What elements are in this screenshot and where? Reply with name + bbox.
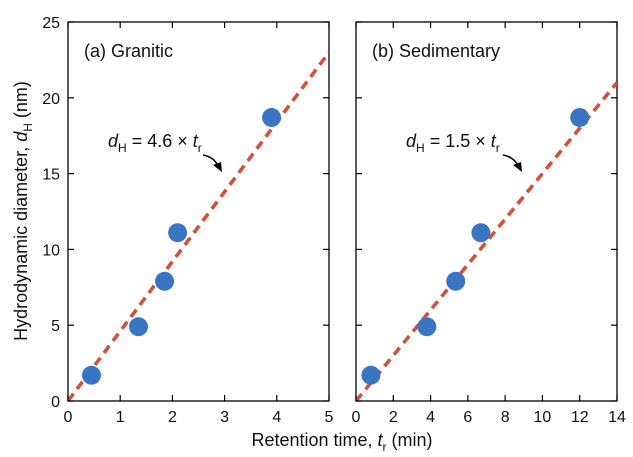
data-point-a-5 xyxy=(262,108,282,128)
eq-a-rhs: = 4.6 × xyxy=(127,131,193,151)
y-tick-label: 10 xyxy=(42,242,60,259)
panel-label-b: (b) Sedimentary xyxy=(372,41,500,61)
plot-area-a: 0 1 2 3 4 5 0 5 10 15 20 25 xyxy=(42,15,333,426)
plot-area-b: 0 2 4 6 8 10 12 14 xyxy=(352,21,626,426)
x-tick-label-b: 10 xyxy=(534,409,552,426)
data-point-a-2 xyxy=(128,317,148,337)
x-tick-label-b: 14 xyxy=(608,409,626,426)
panel-label-a: (a) Granitic xyxy=(84,41,173,61)
data-point-b-5 xyxy=(570,108,590,128)
fit-line-a xyxy=(68,51,329,401)
data-point-a-3 xyxy=(155,271,175,291)
x-tick-label-b: 4 xyxy=(426,409,435,426)
eq-a-lhs-var: d xyxy=(108,131,119,151)
data-point-b-3 xyxy=(446,271,466,291)
data-point-b-1 xyxy=(361,365,381,385)
x-tick-label-b: 6 xyxy=(463,409,472,426)
x-tick-label-b: 2 xyxy=(389,409,398,426)
eq-a-rhs-sub: r xyxy=(198,141,202,155)
x-tick-label-a: 1 xyxy=(116,409,125,426)
eq-b-lhs-sub: H xyxy=(416,141,425,155)
y-tick-label: 0 xyxy=(51,394,60,411)
data-point-a-1 xyxy=(81,365,101,385)
eq-b-rhs-sub: r xyxy=(496,141,500,155)
eq-b-rhs: = 1.5 × xyxy=(425,131,491,151)
plot-frame-b xyxy=(355,21,618,402)
y-tick-label: 25 xyxy=(42,15,60,32)
fit-equation-a: dH = 4.6 × tr xyxy=(108,131,222,172)
svg-text:dH = 1.5 × tr: dH = 1.5 × tr xyxy=(406,131,500,155)
eq-a-lhs-sub: H xyxy=(118,141,127,155)
x-tick-label-a: 2 xyxy=(168,409,177,426)
x-tick-label-a: 5 xyxy=(325,409,334,426)
y-tick-label: 5 xyxy=(51,318,60,335)
eq-b-rhs-var: t xyxy=(491,131,497,151)
plot-frame-a xyxy=(67,21,330,402)
annotation-arrowhead-b xyxy=(513,162,522,172)
eq-a-rhs-var: t xyxy=(193,131,199,151)
x-tick-label-b: 0 xyxy=(352,409,361,426)
data-point-b-2 xyxy=(417,317,437,337)
x-tick-label-a: 0 xyxy=(64,409,73,426)
x-tick-label-a: 4 xyxy=(272,409,281,426)
x-tick-label-a: 3 xyxy=(220,409,229,426)
x-tick-label-b: 12 xyxy=(571,409,589,426)
panel-sedimentary: (b) Sedimentary 0 2 4 6 8 10 12 14 dH = 1.5 × t… xyxy=(352,21,626,426)
fit-equation-b: dH = 1.5 × tr xyxy=(406,131,522,172)
data-point-a-4 xyxy=(168,223,188,243)
data-point-b-4 xyxy=(471,223,491,243)
fit-line-b xyxy=(356,81,617,401)
annotation-arrowhead-a xyxy=(213,162,222,172)
svg-text:dH = 4.6 × tr: dH = 4.6 × tr xyxy=(108,131,202,155)
y-tick-label: 20 xyxy=(42,91,60,108)
eq-b-lhs-var: d xyxy=(406,131,417,151)
y-tick-label: 15 xyxy=(42,167,60,184)
panel-granitic: (a) Granitic 0 1 2 3 4 5 0 5 10 15 20 25 dH = 4.6 ×… xyxy=(42,15,333,426)
x-axis-title: Retention time, tr (min) xyxy=(251,430,432,454)
y-axis-title: Hydrodynamic diameter, dH (nm) xyxy=(11,81,35,341)
x-tick-label-b: 8 xyxy=(501,409,510,426)
